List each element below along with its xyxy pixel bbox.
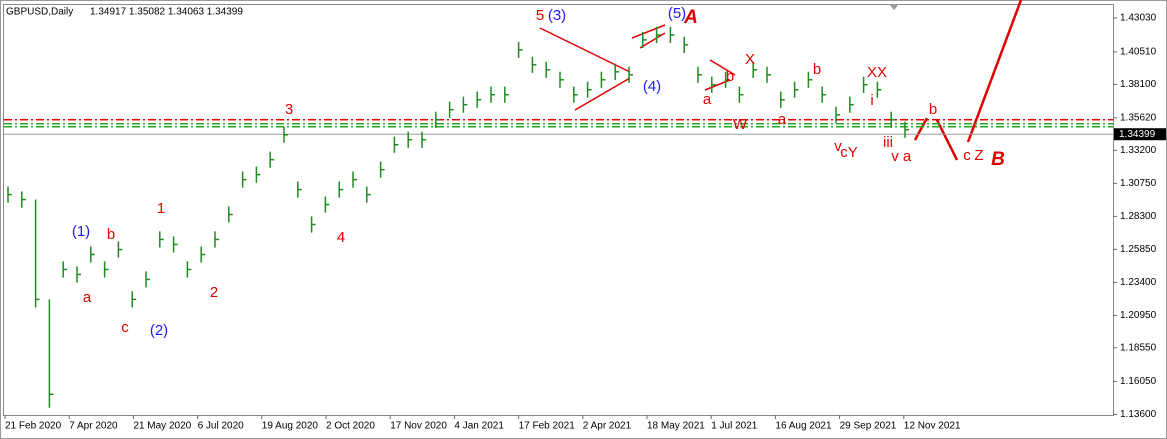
- y-tick-label: 1.35620: [1120, 112, 1157, 123]
- y-tick-label: 1.30750: [1120, 178, 1157, 189]
- wave-label: W: [733, 116, 748, 133]
- wave-label: cY: [840, 144, 858, 161]
- y-tick-label: 1.38100: [1120, 79, 1157, 90]
- x-tick-label: 19 Aug 2020: [262, 421, 319, 432]
- wave-label: (5): [668, 5, 686, 22]
- x-tick-label: 21 Feb 2020: [5, 421, 62, 432]
- x-tick-label: 17 Nov 2020: [390, 421, 447, 432]
- wave-label: 1: [157, 200, 165, 217]
- wave-label: B: [991, 149, 1005, 170]
- x-tick-label: 18 May 2021: [647, 421, 705, 432]
- wave-label: 3: [285, 101, 293, 118]
- x-tick-label: 2 Oct 2020: [326, 421, 375, 432]
- x-tick-label: 17 Feb 2021: [519, 421, 576, 432]
- wave-label: v: [834, 138, 842, 155]
- trendline: [639, 32, 666, 49]
- trendline: [709, 59, 736, 76]
- wave-label: b: [813, 61, 821, 78]
- wave-label: i: [870, 92, 873, 109]
- x-tick-label: 6 Jul 2020: [198, 421, 245, 432]
- wave-label: b: [929, 101, 937, 118]
- y-tick-label: 1.20950: [1120, 310, 1157, 321]
- projection: [966, 0, 1023, 143]
- y-tick-label: 1.18550: [1120, 342, 1157, 353]
- wave-label: a: [703, 91, 712, 108]
- y-tick-label: 1.16050: [1120, 376, 1157, 387]
- trendline: [574, 77, 631, 111]
- shift-marker: [889, 4, 899, 10]
- projection: [913, 117, 929, 141]
- wave-label: iii: [883, 134, 893, 151]
- wave-label: A: [683, 7, 698, 28]
- y-tick-label: 1.25850: [1120, 244, 1157, 255]
- wave-label: 4: [337, 229, 345, 246]
- x-tick-label: 7 Apr 2020: [69, 421, 118, 432]
- wave-label: a: [903, 148, 912, 165]
- wave-label: X: [745, 51, 755, 68]
- wave-label: (3): [548, 7, 566, 24]
- y-tick-label: 1.40510: [1120, 47, 1157, 58]
- y-tick-label: 1.23400: [1120, 277, 1157, 288]
- wave-label: 2: [210, 284, 218, 301]
- x-tick-label: 21 May 2020: [133, 421, 191, 432]
- y-tick-label: 1.33200: [1120, 145, 1157, 156]
- x-tick-label: 4 Jan 2021: [454, 421, 504, 432]
- wave-label: (1): [72, 223, 90, 240]
- plot-border: [3, 4, 1114, 416]
- wave-label: c: [121, 319, 129, 336]
- wave-label: b: [107, 226, 115, 243]
- wave-label: c: [963, 147, 971, 164]
- wave-label: (4): [643, 78, 661, 95]
- x-tick-label: 1 Jul 2021: [711, 421, 758, 432]
- wave-label: Z: [974, 147, 983, 164]
- wave-label: (2): [150, 322, 168, 339]
- wave-label: b: [726, 68, 734, 85]
- current-price-box: [1114, 128, 1166, 141]
- y-tick-label: 1.13600: [1120, 409, 1157, 420]
- symbol: GBPUSD,Daily: [6, 7, 73, 18]
- wave-label: XX: [867, 64, 887, 81]
- wave-label: a: [778, 111, 787, 128]
- wave-label: 5: [536, 7, 544, 24]
- current-price-label: 1.34399: [1119, 129, 1156, 140]
- x-tick-label: 29 Sep 2021: [840, 421, 897, 432]
- trendline: [631, 24, 666, 39]
- x-tick-label: 2 Apr 2021: [583, 421, 632, 432]
- y-tick-label: 1.28300: [1120, 211, 1157, 222]
- projection: [935, 119, 959, 161]
- x-tick-label: 16 Aug 2021: [775, 421, 832, 432]
- wave-label: a: [83, 289, 92, 306]
- quote: 1.34917 1.35082 1.34063 1.34399: [90, 7, 243, 18]
- wave-label: v: [891, 148, 899, 165]
- x-tick-label: 12 Nov 2021: [904, 421, 961, 432]
- y-tick-label: 1.43030: [1120, 13, 1157, 24]
